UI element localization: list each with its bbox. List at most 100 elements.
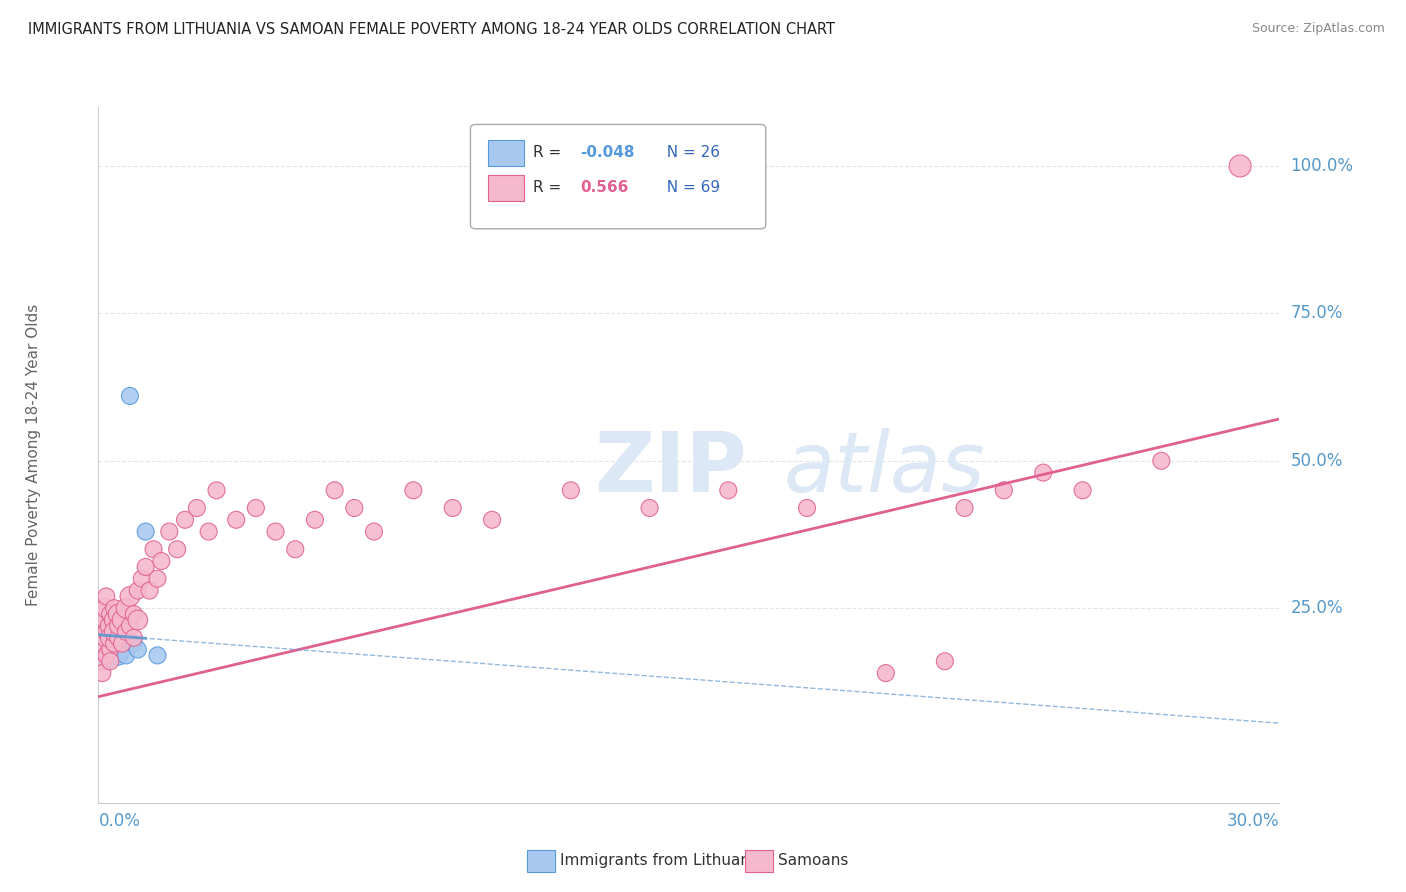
Point (284, 542, 307, 557)
Point (107, 631, 129, 645)
Point (1150, 454, 1173, 468)
Point (98, 642, 121, 657)
Text: 30.0%: 30.0% (1227, 812, 1279, 830)
Point (103, 601, 125, 615)
Point (91, 637, 114, 651)
Point (103, 613, 125, 627)
Point (107, 637, 129, 651)
Point (245, 500, 267, 515)
Point (197, 524, 219, 539)
Text: R =: R = (533, 180, 571, 195)
Point (127, 583, 149, 598)
Point (107, 624, 129, 639)
Point (98, 637, 121, 651)
Point (103, 637, 125, 651)
Point (875, 666, 897, 681)
Point (323, 483, 346, 498)
Point (717, 483, 740, 498)
Point (142, 542, 165, 557)
Point (96, 631, 118, 645)
Point (96, 648, 118, 663)
Point (441, 500, 464, 515)
Point (131, 572, 153, 586)
Text: N = 26: N = 26 (657, 145, 720, 161)
Point (402, 483, 425, 498)
Text: 0.0%: 0.0% (98, 812, 141, 830)
Point (103, 642, 125, 657)
Point (122, 631, 145, 645)
Point (1229, 159, 1251, 173)
Point (138, 583, 160, 598)
Point (560, 483, 582, 498)
Point (638, 500, 661, 515)
Point (87, 619, 110, 633)
Point (111, 631, 134, 645)
Point (146, 572, 169, 586)
Point (186, 500, 208, 515)
Point (96, 601, 118, 615)
FancyBboxPatch shape (471, 124, 766, 229)
Point (122, 637, 145, 651)
Point (205, 483, 228, 498)
Point (135, 524, 157, 539)
Point (363, 524, 385, 539)
Point (87, 642, 110, 657)
Point (98, 648, 121, 663)
Point (1071, 483, 1094, 498)
Point (115, 601, 138, 615)
Point (98, 624, 121, 639)
Point (96, 619, 118, 633)
Point (115, 624, 138, 639)
Text: R =: R = (533, 145, 567, 161)
Point (96, 654, 118, 668)
Point (96, 590, 118, 604)
Point (107, 607, 129, 621)
Point (111, 637, 134, 651)
Point (96, 624, 118, 639)
Point (98, 654, 121, 668)
Point (87, 631, 110, 645)
Point (150, 554, 173, 568)
Point (953, 500, 976, 515)
Point (98, 631, 121, 645)
Point (91, 624, 114, 639)
Text: N = 69: N = 69 (657, 180, 720, 195)
Point (96, 642, 118, 657)
Point (91, 666, 114, 681)
Point (264, 524, 287, 539)
Point (225, 513, 247, 527)
Text: 0.566: 0.566 (581, 180, 628, 195)
Point (111, 642, 134, 657)
Point (304, 513, 326, 527)
Text: atlas: atlas (783, 428, 986, 509)
Point (103, 619, 125, 633)
Text: Immigrants from Lithuania: Immigrants from Lithuania (560, 854, 763, 868)
Text: 75.0%: 75.0% (1291, 304, 1343, 322)
Point (118, 619, 141, 633)
Point (96, 631, 118, 645)
Point (91, 654, 114, 668)
Point (107, 619, 129, 633)
Point (796, 500, 818, 515)
Point (1032, 466, 1054, 480)
Point (91, 613, 114, 627)
Text: Samoans: Samoans (778, 854, 848, 868)
Point (98, 619, 121, 633)
Text: 50.0%: 50.0% (1291, 452, 1343, 470)
Point (107, 648, 129, 663)
Point (481, 513, 503, 527)
Bar (488, 175, 523, 201)
Text: Source: ZipAtlas.com: Source: ZipAtlas.com (1251, 22, 1385, 36)
Point (91, 637, 114, 651)
Point (993, 483, 1015, 498)
Point (174, 513, 197, 527)
Point (135, 560, 157, 574)
Point (115, 637, 138, 651)
Point (166, 542, 188, 557)
Point (118, 389, 141, 403)
Point (98, 607, 121, 621)
Point (122, 607, 145, 621)
Point (96, 613, 118, 627)
Point (118, 590, 141, 604)
Text: 100.0%: 100.0% (1291, 157, 1354, 175)
